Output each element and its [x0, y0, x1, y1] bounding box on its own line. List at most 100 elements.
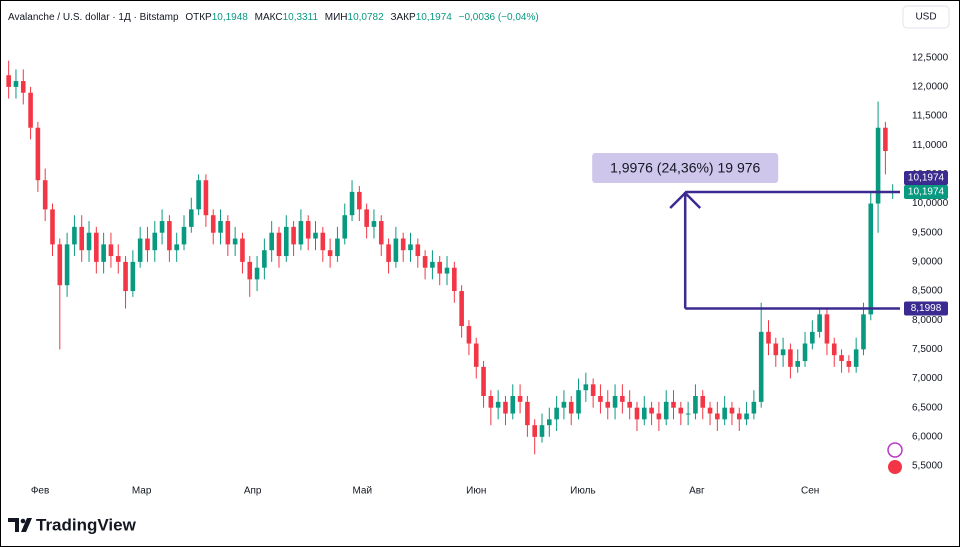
y-tick-label: 11,5000 [912, 111, 948, 122]
candle-body [758, 331, 764, 402]
event-icon[interactable] [888, 460, 902, 474]
y-tick-label: 5,5000 [912, 461, 943, 472]
y-tick-label: 7,5000 [912, 344, 943, 355]
candle-body [488, 396, 494, 408]
candle-body [788, 349, 793, 367]
x-tick-label: Апр [244, 486, 262, 497]
candle-body [115, 256, 121, 262]
candle-body [598, 396, 603, 402]
candle-body [839, 355, 844, 362]
candle-body [583, 384, 589, 391]
candle-body [349, 191, 355, 216]
candle-body [269, 232, 274, 251]
candle-body [554, 407, 559, 420]
candle-body [722, 407, 727, 420]
candle-body [189, 209, 194, 227]
ohlc-label: ЗАКР [390, 12, 416, 23]
candle-body [459, 291, 464, 327]
y-tick-label: 11,0000 [912, 140, 948, 151]
candle-body [525, 401, 530, 426]
candle-body [137, 238, 143, 262]
measure-to-tag-box [904, 171, 948, 186]
change: −0,0036 (−0,04%) [459, 12, 539, 23]
candle-body [444, 267, 450, 274]
candle-body [225, 221, 231, 245]
candle-body [795, 361, 801, 367]
candle-body [386, 244, 391, 262]
x-tick-label: Авг [689, 486, 705, 497]
candle-body [634, 407, 640, 420]
candle-body [883, 127, 888, 152]
y-tick-label: 6,0000 [912, 431, 943, 442]
candle-body [298, 221, 304, 245]
candle-body [28, 92, 33, 128]
candle-body [210, 215, 216, 233]
candle-body [568, 401, 574, 414]
candle-body [539, 425, 545, 437]
logo-icon [8, 518, 32, 532]
candle-body [203, 180, 209, 216]
candle-body [547, 419, 552, 426]
ohlc-label: ОТКР [185, 12, 212, 23]
candle-body [495, 401, 501, 408]
candle-body [766, 331, 771, 344]
candle-body [729, 407, 735, 414]
measure-from-tag: 8,1998 [911, 303, 942, 314]
candle-body [868, 203, 874, 315]
candle-body [415, 244, 421, 257]
candle-body [240, 238, 245, 262]
candle-body [79, 226, 85, 251]
candle-body [167, 221, 172, 251]
candle-body [72, 226, 77, 245]
candle-body [452, 267, 457, 292]
candle-body [320, 232, 326, 251]
candle-body [641, 407, 647, 420]
candle-body [663, 401, 669, 420]
candle-body [400, 238, 406, 251]
candle-body [751, 401, 757, 414]
candle-body [20, 81, 26, 93]
candle-body [276, 232, 282, 257]
candle-body [408, 244, 413, 251]
candle-body [232, 238, 238, 245]
header: Avalanche / U.S. dollar · 1Д · Bitstamp … [8, 12, 539, 23]
currency-button[interactable] [902, 5, 950, 29]
candle-body [313, 232, 318, 239]
candle-body [875, 127, 881, 204]
brand: TradingView [36, 515, 137, 534]
candle-body [254, 267, 260, 280]
candle-body [831, 343, 837, 356]
candle-body [94, 232, 99, 262]
candle-body [700, 396, 706, 408]
candle-body [371, 221, 377, 227]
candle-body [685, 413, 691, 415]
candle-body [181, 226, 187, 245]
candle-body [620, 396, 625, 402]
currency[interactable]: USD [915, 12, 936, 23]
candle-body [342, 215, 348, 239]
ohlc-label: МАКС [255, 12, 283, 23]
candle-body [736, 413, 742, 420]
arrow-head [669, 191, 702, 209]
candle-body [35, 127, 41, 181]
candle-body [283, 226, 289, 257]
candle-body [364, 209, 369, 227]
y-tick-label: 10,0000 [912, 198, 949, 209]
candle-body [810, 331, 815, 344]
candle-body [473, 343, 479, 367]
candle-body [86, 232, 92, 251]
event-icon[interactable] [887, 442, 903, 458]
candle-body [262, 250, 267, 268]
candle-body [481, 366, 486, 397]
candle-body [335, 238, 340, 257]
candle-body [590, 384, 596, 397]
candle-body [291, 226, 296, 245]
x-tick-label: Сен [801, 486, 819, 497]
candle-body [510, 396, 516, 414]
candle-body [802, 343, 808, 362]
candle-body [678, 407, 684, 414]
measure-to-tag: 10,1974 [908, 173, 945, 184]
ohlc-label: МИН [325, 12, 348, 23]
x-tick-label: Июн [466, 486, 486, 497]
